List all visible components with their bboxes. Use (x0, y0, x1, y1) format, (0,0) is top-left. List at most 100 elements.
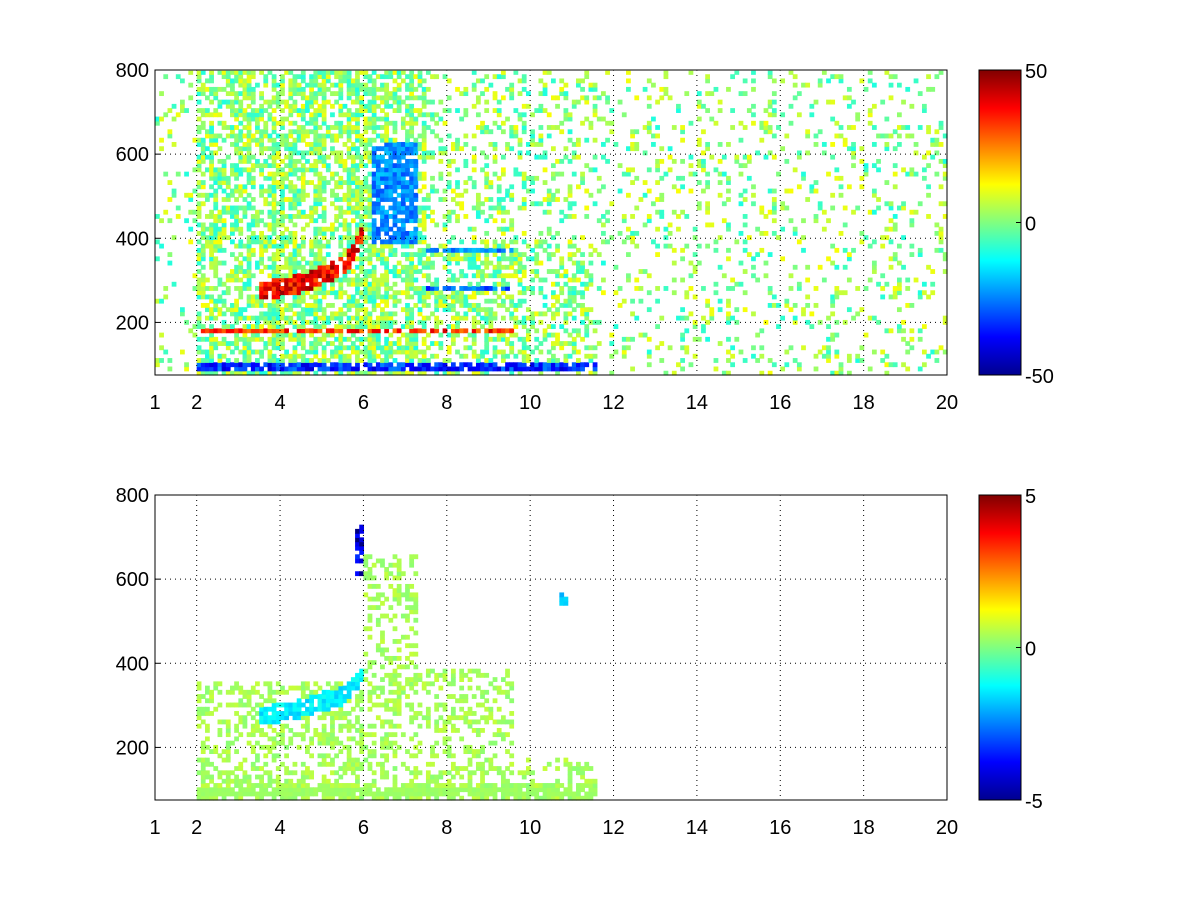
top-heatmap-cell (771, 108, 777, 113)
top-heatmap-cell (367, 243, 373, 249)
top-heatmap-cell (209, 137, 214, 143)
top-heatmap-cell (500, 70, 506, 75)
top-heatmap-cell (396, 108, 402, 113)
top-heatmap-cell (230, 252, 235, 257)
top-heatmap-cell (563, 315, 569, 321)
top-heatmap-cell (892, 290, 898, 296)
top-heatmap-cell (355, 302, 360, 308)
top-heatmap-cell (400, 230, 406, 236)
top-heatmap-cell (413, 163, 419, 169)
top-heatmap-cell (350, 366, 356, 372)
top-heatmap-cell (513, 252, 519, 257)
top-heatmap-cell (342, 70, 348, 75)
top-heatmap-cell (238, 294, 244, 300)
top-heatmap-cell (471, 366, 477, 372)
top-heatmap-cell (321, 197, 327, 202)
top-heatmap-cell (371, 294, 377, 300)
top-heatmap-cell (325, 99, 331, 105)
top-heatmap-cell (313, 256, 319, 262)
top-heatmap-cell (238, 205, 244, 211)
top-heatmap-cell (471, 133, 477, 139)
top-heatmap-cell (292, 256, 298, 262)
top-heatmap-cell (230, 86, 235, 92)
top-heatmap-cell (234, 256, 239, 262)
top-heatmap-cell (413, 209, 419, 215)
bottom-heatmap-cell (238, 761, 244, 767)
top-heatmap-cell (926, 150, 931, 156)
top-heatmap-cell (217, 133, 223, 139)
top-heatmap-cell (417, 188, 423, 194)
top-heatmap-cell (409, 209, 415, 215)
top-heatmap-cell (280, 175, 285, 181)
top-heatmap-cell (346, 91, 352, 97)
top-heatmap-cell (855, 116, 861, 122)
top-heatmap-cell (384, 256, 390, 262)
top-heatmap-cell (671, 260, 677, 266)
top-heatmap-cell (367, 366, 373, 372)
top-heatmap-cell (346, 298, 352, 304)
top-heatmap-cell (321, 99, 327, 105)
bottom-heatmap-cell (217, 770, 223, 776)
top-heatmap-cell (430, 328, 435, 334)
top-heatmap-cell (188, 82, 194, 88)
top-heatmap-cell (430, 366, 435, 372)
bottom-heatmap-cell (280, 711, 285, 716)
top-heatmap-cell (359, 315, 365, 321)
top-heatmap-cell (630, 180, 635, 185)
top-heatmap-cell (350, 256, 356, 262)
top-heatmap-cell (580, 264, 585, 270)
top-heatmap-cell (250, 112, 256, 118)
top-heatmap-cell (380, 175, 385, 181)
top-heatmap-cell (388, 158, 394, 164)
bottom-heatmap-cell (296, 698, 302, 704)
top-heatmap-cell (342, 252, 348, 257)
top-heatmap-cell (255, 286, 260, 291)
top-heatmap-cell (188, 209, 194, 215)
top-heatmap-cell (159, 137, 164, 143)
top-heatmap-cell (726, 175, 731, 181)
top-heatmap-cell (834, 264, 840, 270)
top-heatmap-cell (300, 298, 306, 304)
top-heatmap-cell (505, 188, 510, 194)
top-heatmap-cell (238, 146, 244, 152)
top-heatmap-cell (559, 366, 565, 372)
top-heatmap-cell (534, 311, 540, 317)
top-heatmap-cell (300, 239, 306, 245)
top-heatmap-cell (300, 188, 306, 194)
top-heatmap-cell (259, 103, 264, 109)
top-heatmap-cell (367, 294, 373, 300)
top-heatmap-cell (246, 247, 252, 253)
top-heatmap-cell (392, 218, 398, 224)
top-heatmap-cell (250, 294, 256, 300)
bottom-heatmap-cell (296, 732, 302, 738)
top-heatmap-cell (400, 349, 406, 355)
top-heatmap-cell (200, 324, 206, 330)
top-heatmap-cell (355, 307, 360, 313)
top-heatmap-cell (659, 197, 665, 202)
top-heatmap-cell (317, 247, 323, 253)
bottom-heatmap-cell (238, 719, 244, 725)
top-heatmap-cell (334, 366, 340, 372)
top-heatmap-cell (271, 125, 277, 130)
top-heatmap-cell (726, 311, 731, 317)
bottom-heatmap-cell (205, 698, 210, 704)
top-heatmap-cell (205, 307, 210, 313)
top-heatmap-cell (225, 74, 231, 80)
top-heatmap-cell (380, 205, 385, 211)
top-heatmap-cell (909, 167, 915, 173)
top-heatmap-cell (313, 201, 319, 207)
top-heatmap-cell (738, 163, 744, 169)
bottom-heatmap-cell (246, 732, 252, 738)
top-heatmap-cell (225, 345, 231, 351)
top-heatmap-cell (284, 332, 289, 338)
top-heatmap-cell (709, 154, 715, 160)
top-heatmap-cell (380, 260, 385, 266)
top-heatmap-cell (417, 307, 423, 313)
top-heatmap-cell (350, 205, 356, 211)
top-heatmap-cell (871, 260, 877, 266)
top-heatmap-cell (517, 252, 523, 257)
top-heatmap-cell (396, 82, 402, 88)
top-heatmap-cell (280, 201, 285, 207)
top-heatmap-cell (801, 175, 806, 181)
